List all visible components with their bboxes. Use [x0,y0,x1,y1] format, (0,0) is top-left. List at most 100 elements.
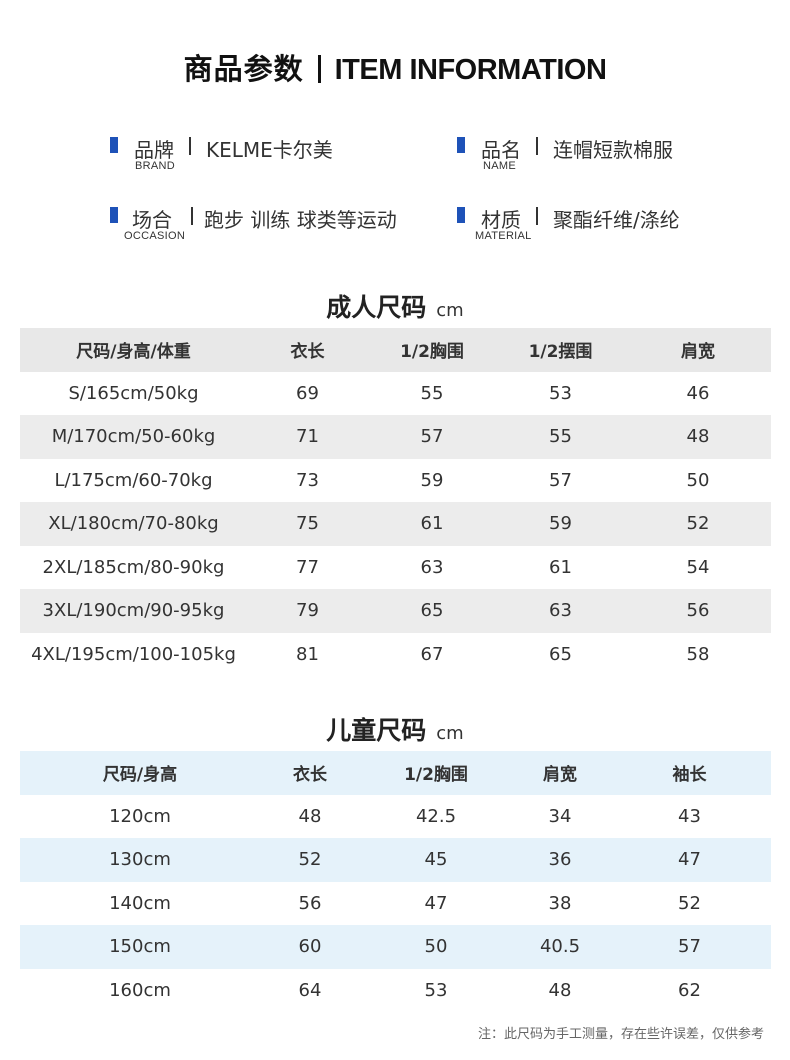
attr-label-cn: 场合 [132,208,172,232]
table-header-row: 尺码/身高 衣长 1/2胸围 肩宽 袖长 [20,751,771,795]
value-cell: 50 [424,936,448,958]
value-cell: 55 [420,382,444,404]
accent-bar [457,137,465,153]
attr-label-cn: 材质 [481,208,521,232]
table-row: XL/180cm/70-80kg 75 61 59 52 [20,502,771,546]
value-cell: 46 [686,382,710,404]
table-row: 130cm 52 45 36 47 [20,838,771,882]
value-cell: 48 [686,426,710,448]
header-cell: 1/2摆围 [528,342,593,363]
value-cell: 62 [678,979,701,1001]
attr-label-cn: 品牌 [134,138,174,162]
table-header-row: 尺码/身高/体重 衣长 1/2胸围 1/2摆围 肩宽 [20,328,771,372]
attr-divider [189,137,191,155]
value-cell: 59 [549,513,572,535]
value-cell: 38 [548,892,572,914]
size-cell: XL/180cm/70-80kg [48,513,219,535]
value-cell: 63 [549,600,572,622]
header-cell: 肩宽 [681,342,715,363]
attr-value: 聚酯纤维/涤纶 [553,208,680,232]
attr-label-cn: 品名 [481,138,521,162]
header-cell: 袖长 [672,765,707,786]
accent-bar [457,207,465,223]
value-cell: 53 [424,979,448,1001]
value-cell: 61 [420,513,444,535]
table-row: 2XL/185cm/80-90kg 77 63 61 54 [20,546,771,590]
value-cell: 47 [678,849,701,871]
value-cell: 57 [420,426,444,448]
value-cell: 67 [420,643,444,665]
table-row: L/175cm/60-70kg 73 59 57 50 [20,459,771,503]
kids-title-text: 儿童尺码 [326,716,427,745]
value-cell: 65 [420,600,444,622]
value-cell: 52 [686,513,710,535]
size-cell: 150cm [109,936,171,958]
value-cell: 58 [686,643,710,665]
value-cell: 45 [424,849,448,871]
size-cell: 130cm [109,849,171,871]
value-cell: 57 [678,936,701,958]
attr-label-en: OCCASION [124,230,186,242]
value-cell: 34 [548,805,572,827]
size-cell: 140cm [109,892,171,914]
size-cell: 2XL/185cm/80-90kg [42,556,225,578]
attr-label-en: BRAND [135,160,176,172]
adult-size-table: 尺码/身高/体重 衣长 1/2胸围 1/2摆围 肩宽 S/165cm/50kg … [20,328,771,676]
value-cell: 36 [548,849,572,871]
value-cell: 64 [298,979,322,1001]
value-cell: 48 [298,805,322,827]
size-cell: S/165cm/50kg [68,382,199,404]
value-cell: 77 [296,556,319,578]
accent-bar [110,137,118,153]
attr-value: KELME卡尔美 [206,138,333,162]
attr-divider [536,137,538,155]
value-cell: 60 [298,936,322,958]
page-title: 商品参数 ITEM INFORMATION [0,46,790,88]
value-cell: 57 [549,469,572,491]
table-row: S/165cm/50kg 69 55 53 46 [20,372,771,416]
attr-label-en: NAME [483,160,516,172]
value-cell: 53 [549,382,572,404]
value-cell: 75 [296,513,319,535]
table-row: 4XL/195cm/100-105kg 81 67 65 58 [20,633,771,677]
size-cell: 3XL/190cm/90-95kg [42,600,225,622]
value-cell: 52 [298,849,322,871]
measurement-note: 注：此尺码为手工测量，存在些许误差，仅供参考 [477,1027,764,1042]
attr-label-en: MATERIAL [475,230,532,242]
header-cell: 1/2胸围 [400,342,464,363]
value-cell: 61 [549,556,572,578]
header-cell: 尺码/身高 [102,765,178,786]
title-en: ITEM INFORMATION [334,54,607,86]
value-cell: 47 [424,892,448,914]
attr-value: 跑步 训练 球类等运动 [204,208,397,232]
kids-size-title: 儿童尺码 cm [0,711,790,747]
attr-occasion: 场合 跑步 训练 球类等运动 OCCASION [110,204,430,248]
table-row: M/170cm/50-60kg 71 57 55 48 [20,415,771,459]
value-cell: 63 [420,556,444,578]
kids-unit: cm [436,723,464,744]
value-cell: 65 [549,643,572,665]
table-row: 150cm 60 50 40.5 57 [20,925,771,969]
value-cell: 71 [296,426,319,448]
value-cell: 40.5 [539,936,581,958]
value-cell: 56 [686,600,710,622]
value-cell: 52 [678,892,701,914]
attr-name: 品名 连帽短款棉服 NAME [457,134,757,178]
adult-unit: cm [436,300,464,321]
accent-bar [110,207,118,223]
value-cell: 54 [686,556,710,578]
value-cell: 73 [296,469,319,491]
value-cell: 43 [678,805,701,827]
header-cell: 衣长 [293,765,327,786]
table-row: 120cm 48 42.5 34 43 [20,795,771,839]
table-row: 3XL/190cm/90-95kg 79 65 63 56 [20,589,771,633]
table-row: 140cm 56 47 38 52 [20,882,771,926]
attr-value: 连帽短款棉服 [553,138,673,162]
attr-brand: 品牌 KELME卡尔美 BRAND [110,134,410,178]
header-cell: 1/2胸围 [404,765,468,786]
size-cell: 120cm [109,805,171,827]
value-cell: 56 [298,892,322,914]
value-cell: 50 [686,469,710,491]
size-cell: 4XL/195cm/100-105kg [31,643,236,665]
value-cell: 69 [296,382,319,404]
